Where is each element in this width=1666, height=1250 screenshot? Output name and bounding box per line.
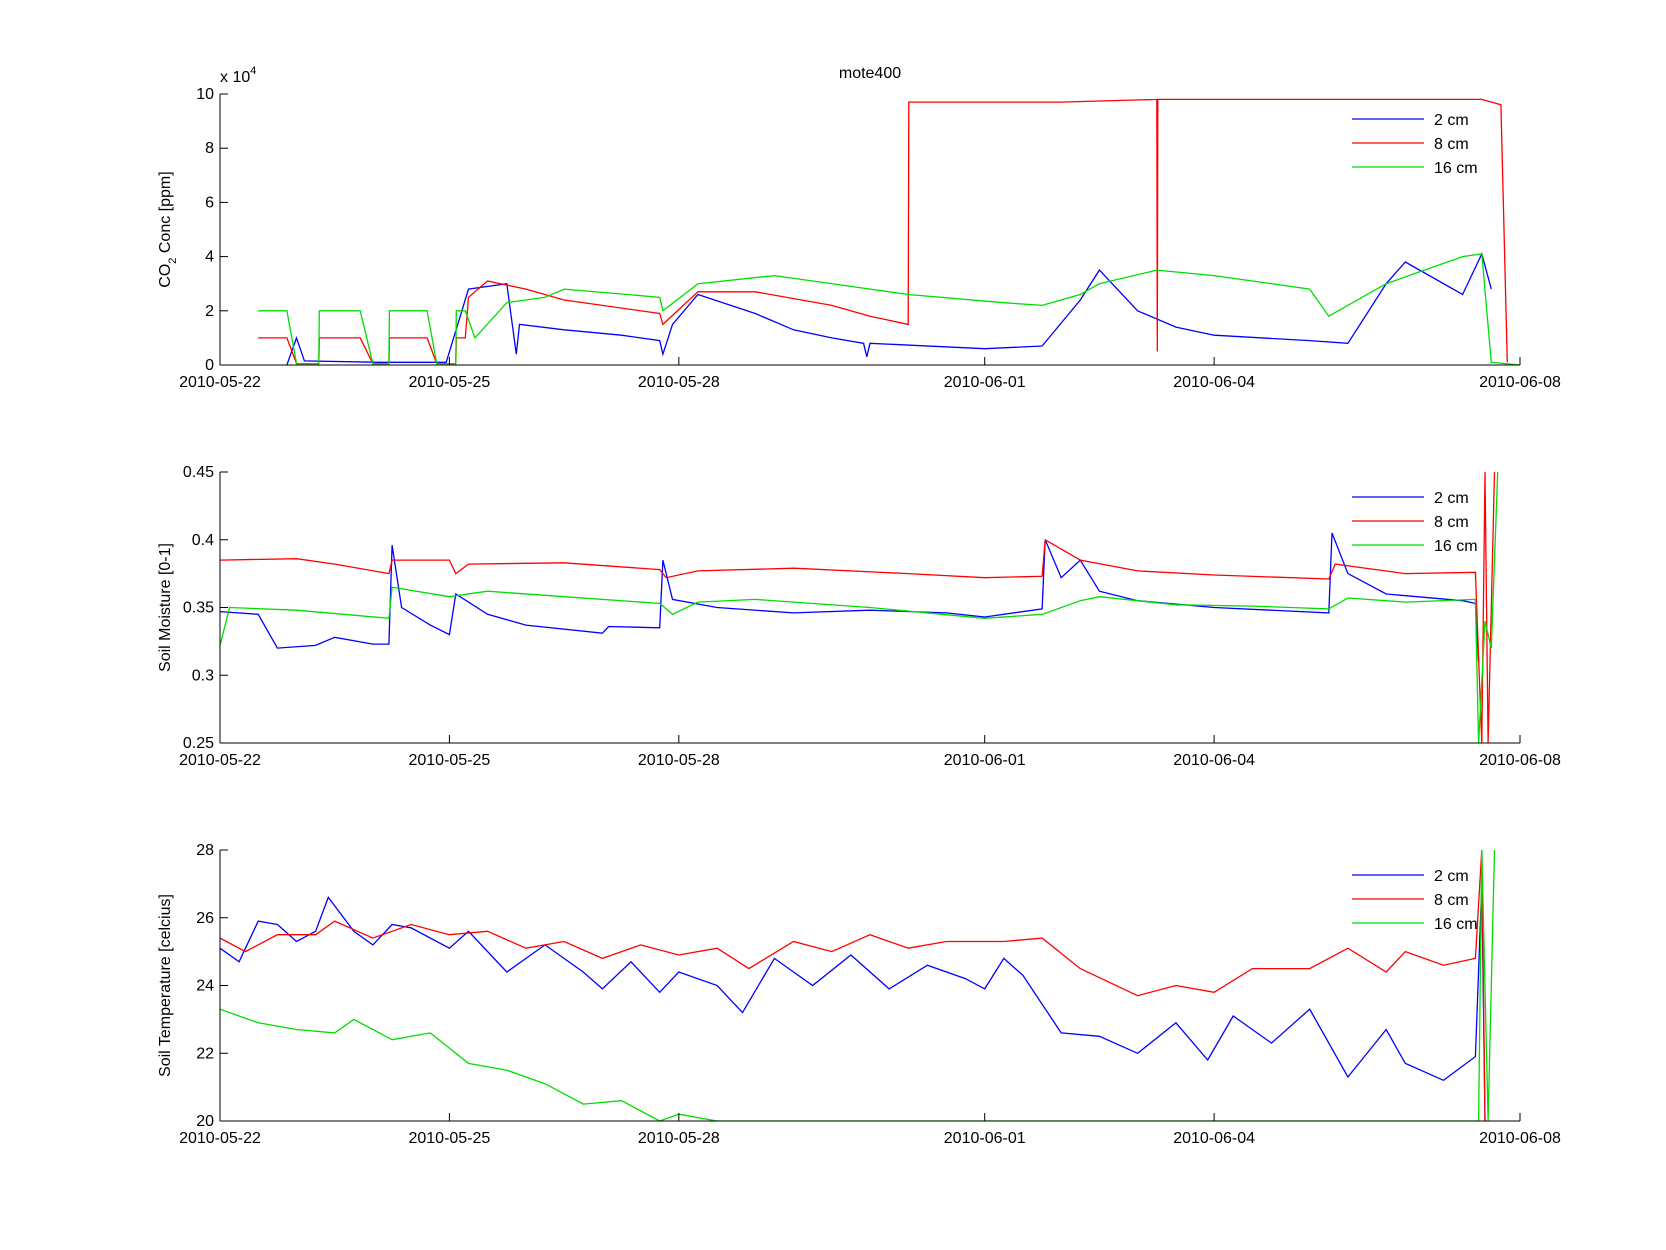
series-line-2cm	[286, 252, 1492, 365]
x-tick-label: 2010-05-25	[408, 374, 490, 391]
legend-label: 16 cm	[1434, 916, 1478, 933]
y-tick-label: 26	[196, 910, 214, 927]
x-tick-label: 2010-06-08	[1479, 752, 1561, 769]
legend-label: 8 cm	[1434, 514, 1469, 531]
y-tick-label: 20	[196, 1113, 214, 1130]
legend-label: 2 cm	[1434, 868, 1469, 885]
legend: 2 cm 8 cm 16 cm	[1352, 112, 1478, 177]
y-tick-label: 0.35	[183, 600, 214, 617]
series-line-16cm	[220, 850, 1496, 1121]
y-tick-label: 0.25	[183, 735, 214, 752]
y-axis-title-rest: Conc [ppm]	[157, 171, 174, 257]
series-line-8cm	[220, 850, 1486, 1121]
y-tick-label: 0.3	[192, 667, 214, 684]
x-tick-label: 2010-05-25	[408, 752, 490, 769]
series-line-2cm	[220, 883, 1486, 1121]
series-line-16cm	[220, 472, 1499, 743]
chart-panel-1: 0 2 4 6 8 10 2010-05-22 2010-05-25 2010-05-28 201…	[157, 65, 1561, 391]
y-tick-label: 22	[196, 1045, 214, 1062]
y-axis-title: Soil Moisture [0-1]	[157, 543, 174, 672]
series-line-8cm	[258, 98, 1508, 365]
x-tick-label: 2010-06-01	[944, 1130, 1026, 1147]
x-tick-label: 2010-06-04	[1173, 1130, 1255, 1147]
x-tick-label: 2010-06-08	[1479, 1130, 1561, 1147]
series-line-16cm	[258, 253, 1520, 365]
chart-panel-2: 0.25 0.3 0.35 0.4 0.45 2010-05-22 2010-05-25 20…	[157, 464, 1561, 769]
legend-label: 16 cm	[1434, 538, 1478, 555]
x-tick-label: 2010-05-28	[638, 374, 720, 391]
axis-exponent-base: x 10	[220, 69, 250, 86]
x-tick-label: 2010-05-25	[408, 1130, 490, 1147]
y-tick-label: 0.45	[183, 464, 214, 481]
y-tick-label: 28	[196, 842, 214, 859]
axis-exponent-power: 4	[250, 65, 256, 77]
y-axis-title-main: CO	[157, 264, 174, 288]
y-tick-label: 2	[205, 303, 214, 320]
x-tick-label: 2010-06-08	[1479, 374, 1561, 391]
x-tick-label: 2010-06-04	[1173, 752, 1255, 769]
series-line-2cm	[220, 532, 1480, 662]
x-tick-label: 2010-06-04	[1173, 374, 1255, 391]
x-tick-label: 2010-05-28	[638, 1130, 720, 1147]
axis-exponent-label: x 104	[220, 65, 256, 86]
legend: 2 cm 8 cm 16 cm	[1352, 490, 1478, 555]
legend-label: 8 cm	[1434, 136, 1469, 153]
y-axis-title-subscript: 2	[167, 258, 179, 264]
y-tick-label: 6	[205, 194, 214, 211]
series-line-8cm	[220, 472, 1496, 743]
y-tick-label: 0.4	[192, 532, 214, 549]
legend-label: 2 cm	[1434, 112, 1469, 129]
y-axis-title: CO2 Conc [ppm]	[157, 171, 179, 287]
chart-title: mote400	[839, 65, 901, 82]
y-tick-label: 4	[205, 249, 214, 266]
y-tick-label: 24	[196, 978, 214, 995]
x-tick-label: 2010-05-22	[179, 374, 261, 391]
x-tick-label: 2010-05-22	[179, 1130, 261, 1147]
legend: 2 cm 8 cm 16 cm	[1352, 868, 1478, 933]
y-tick-label: 10	[196, 86, 214, 103]
legend-label: 8 cm	[1434, 892, 1469, 909]
legend-label: 16 cm	[1434, 160, 1478, 177]
x-tick-label: 2010-05-22	[179, 752, 261, 769]
y-tick-label: 0	[205, 357, 214, 374]
x-tick-label: 2010-06-01	[944, 374, 1026, 391]
y-tick-label: 8	[205, 140, 214, 157]
y-axis-title: Soil Temperature [celcius]	[157, 894, 174, 1077]
x-tick-label: 2010-05-28	[638, 752, 720, 769]
chart-panel-3: 20 22 24 26 28 2010-05-22 2010-05-25 2010-05-28…	[157, 842, 1561, 1147]
legend-label: 2 cm	[1434, 490, 1469, 507]
x-tick-label: 2010-06-01	[944, 752, 1026, 769]
